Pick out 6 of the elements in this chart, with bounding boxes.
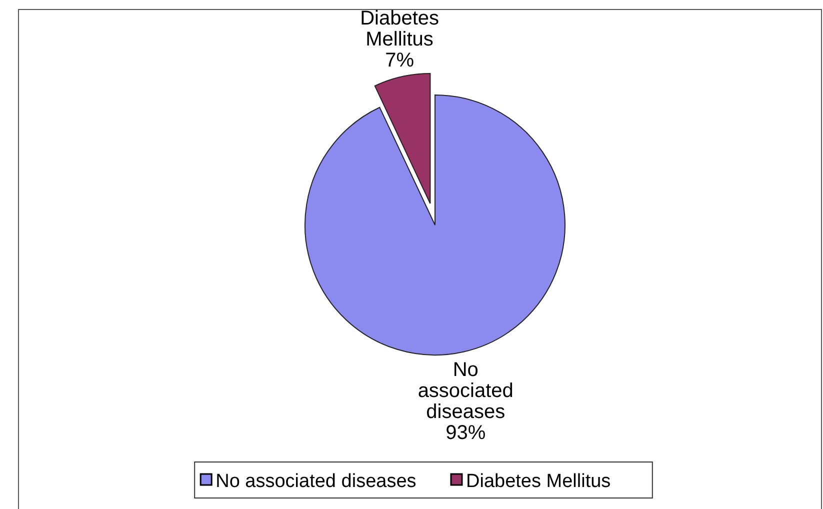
slice-label: Diabetes Mellitus <box>360 7 440 50</box>
legend-label: Diabetes Mellitus <box>466 471 611 492</box>
data-label: 7% <box>385 49 414 72</box>
legend-label: No associated diseases <box>216 471 416 492</box>
data-label: 93% <box>446 422 486 444</box>
slice-label: No associated diseases <box>418 359 514 424</box>
